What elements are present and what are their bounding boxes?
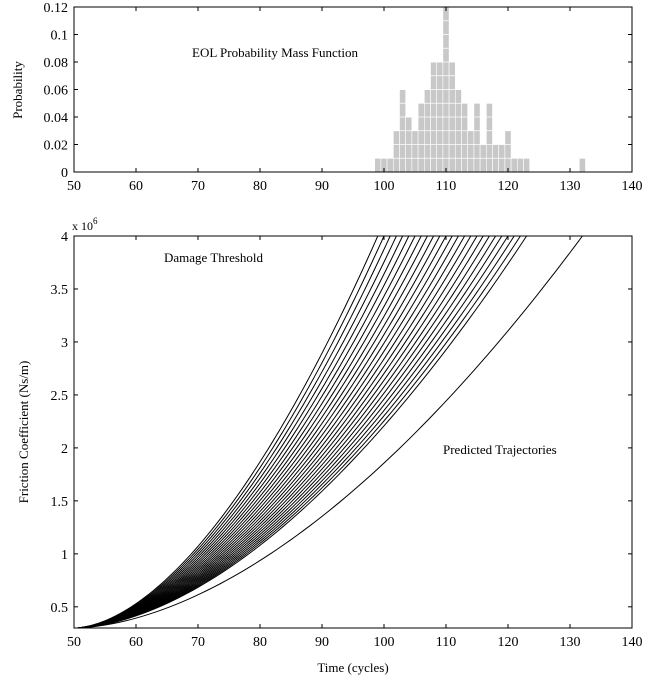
predicted-trajectory-line <box>73 235 515 629</box>
pmf-y-tick-label: 0 <box>61 166 68 181</box>
trajectory-x-tick-label: 60 <box>129 635 143 650</box>
pmf-bar <box>485 102 493 173</box>
pmf-y-ticks: 0 0.02 0.04 0.06 0.08 0.1 0.12 <box>44 1 632 181</box>
trajectory-y-tick-label: 1 <box>61 548 68 563</box>
trajectory-x-axis-label: Time (cycles) <box>317 660 388 675</box>
pmf-bar <box>523 157 530 173</box>
predicted-trajectory-line <box>73 235 490 629</box>
predicted-trajectory-line <box>73 235 497 629</box>
predicted-trajectory-line <box>73 235 385 629</box>
trajectory-y-tick-label: 0.5 <box>51 601 69 616</box>
pmf-y-tick-label: 0.02 <box>44 139 69 154</box>
pmf-bars <box>374 6 586 173</box>
trajectory-x-tick-label: 140 <box>622 635 643 650</box>
trajectory-x-ticks: 50 60 70 80 90 100 110 120 130 140 <box>67 236 643 650</box>
pmf-y-tick-label: 0.1 <box>51 29 69 44</box>
pmf-bar <box>516 157 524 173</box>
pmf-bar <box>504 130 512 173</box>
trajectory-y-axis-label: Friction Coefficient (Ns/m) <box>16 361 31 504</box>
pmf-bar <box>461 102 468 173</box>
predicted-trajectory-line <box>73 235 416 629</box>
trajectory-x-tick-label: 100 <box>374 635 395 650</box>
trajectory-x-tick-label: 70 <box>191 635 205 650</box>
pmf-title: EOL Probability Mass Function <box>192 45 358 60</box>
pmf-bar <box>386 157 394 173</box>
pmf-bar <box>392 130 400 173</box>
trajectory-x-tick-label: 80 <box>253 635 267 650</box>
predicted-trajectory-line <box>73 235 472 629</box>
predicted-trajectory-line <box>73 235 521 629</box>
pmf-x-tick-label: 130 <box>560 179 581 194</box>
pmf-x-tick-label: 70 <box>191 179 205 194</box>
trajectory-y-tick-label: 1.5 <box>51 495 69 510</box>
predicted-trajectory-line <box>73 235 503 629</box>
pmf-y-tick-label: 0.04 <box>44 111 69 126</box>
pmf-x-tick-label: 140 <box>622 179 643 194</box>
pmf-bar <box>473 102 481 173</box>
trajectory-y-tick-label: 3 <box>61 336 68 351</box>
pmf-bar <box>417 102 425 173</box>
trajectory-y-tick-label: 4 <box>61 230 68 245</box>
trajectory-y-tick-label: 3.5 <box>51 283 69 298</box>
pmf-bar <box>510 157 518 173</box>
predicted-trajectory-line <box>73 235 422 629</box>
trajectory-x-tick-label: 120 <box>498 635 519 650</box>
trajectory-x-tick-label: 110 <box>436 635 456 650</box>
exponent-label: x 106 <box>72 216 98 233</box>
pmf-x-tick-label: 80 <box>253 179 267 194</box>
trajectory-y-tick-label: 2 <box>61 442 68 457</box>
trajectory-y-tick-label: 2.5 <box>51 389 69 404</box>
pmf-y-tick-label: 0.06 <box>44 84 69 99</box>
trajectory-x-tick-label: 90 <box>315 635 329 650</box>
pmf-bar <box>374 157 382 173</box>
trajectory-lines <box>73 235 583 629</box>
trajectory-x-tick-label: 50 <box>67 635 81 650</box>
pmf-bar <box>411 130 419 173</box>
pmf-x-tick-label: 100 <box>374 179 395 194</box>
trajectory-axes-box <box>73 235 633 629</box>
pmf-x-tick-label: 120 <box>498 179 519 194</box>
predicted-trajectory-line <box>73 235 410 629</box>
predicted-trajectory-line <box>73 235 528 629</box>
predicted-trajectory-line <box>73 235 397 629</box>
predicted-trajectory-line <box>73 235 379 629</box>
predicted-trajectory-line <box>73 235 453 629</box>
pmf-chart: EOL Probability Mass Function Probabilit… <box>10 1 643 194</box>
pmf-bar <box>578 157 586 173</box>
pmf-y-tick-label: 0.08 <box>44 56 69 71</box>
pmf-bar <box>467 130 475 173</box>
predicted-trajectory-line <box>73 235 459 629</box>
predicted-trajectories-label: Predicted Trajectories <box>443 442 557 457</box>
predicted-trajectory-line <box>73 235 391 629</box>
trajectory-chart: x 106 Damage Threshold Predicted Traject… <box>16 216 643 675</box>
predicted-trajectory-line <box>73 235 466 629</box>
trajectory-y-ticks: 0.5 1 1.5 2 2.5 3 3.5 4 <box>51 230 632 616</box>
pmf-x-tick-label: 110 <box>436 179 456 194</box>
trajectory-x-tick-label: 130 <box>560 635 581 650</box>
pmf-y-axis-label: Probability <box>10 61 25 119</box>
damage-threshold-label: Damage Threshold <box>164 250 264 265</box>
pmf-x-tick-label: 90 <box>315 179 329 194</box>
predicted-trajectory-line <box>73 235 583 629</box>
pmf-x-ticks: 50 60 70 80 90 100 110 120 130 140 <box>67 7 643 194</box>
pmf-x-tick-label: 50 <box>67 179 81 194</box>
pmf-y-tick-label: 0.12 <box>44 1 69 16</box>
pmf-x-tick-label: 60 <box>129 179 143 194</box>
